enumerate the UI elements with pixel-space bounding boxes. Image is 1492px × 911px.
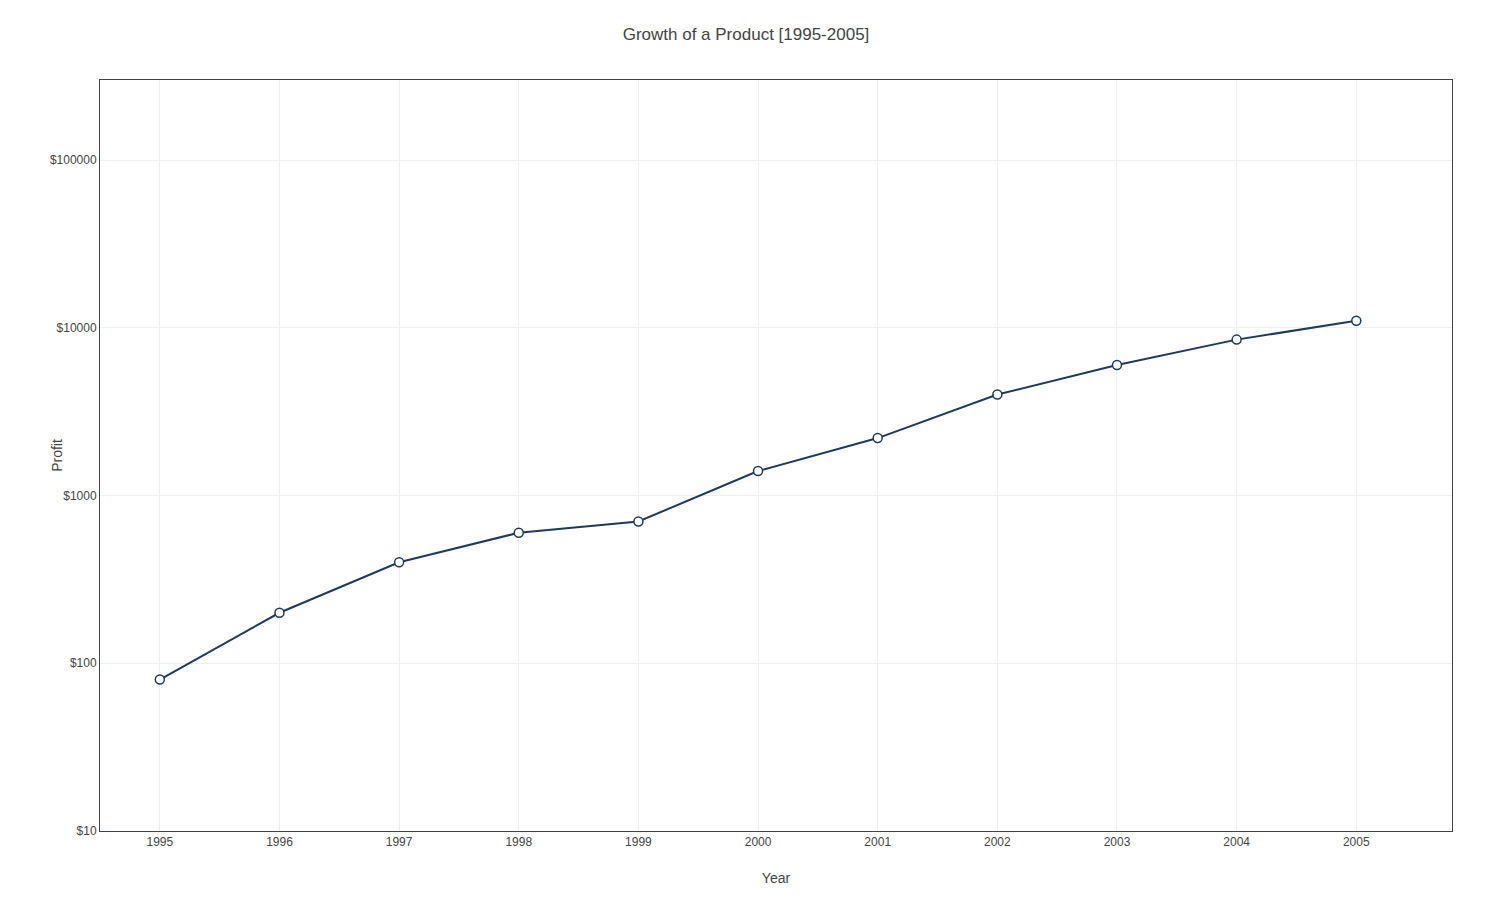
svg-text:$1000: $1000 (63, 489, 97, 503)
svg-text:1996: 1996 (266, 835, 293, 849)
svg-text:2003: 2003 (1104, 835, 1131, 849)
svg-text:1997: 1997 (386, 835, 413, 849)
svg-text:Profit: Profit (49, 439, 65, 472)
svg-text:1999: 1999 (625, 835, 652, 849)
svg-text:2000: 2000 (745, 835, 772, 849)
svg-text:Year: Year (762, 870, 791, 886)
svg-text:$10000: $10000 (57, 321, 97, 335)
svg-text:2004: 2004 (1223, 835, 1250, 849)
svg-text:2002: 2002 (984, 835, 1011, 849)
svg-text:2005: 2005 (1343, 835, 1370, 849)
svg-text:$10: $10 (77, 824, 97, 838)
svg-text:1998: 1998 (505, 835, 532, 849)
svg-text:2001: 2001 (864, 835, 891, 849)
svg-text:$100: $100 (70, 656, 97, 670)
svg-text:Growth of a Product [1995-2005: Growth of a Product [1995-2005] (623, 25, 870, 44)
svg-text:1995: 1995 (146, 835, 173, 849)
svg-text:$100000: $100000 (50, 153, 97, 167)
